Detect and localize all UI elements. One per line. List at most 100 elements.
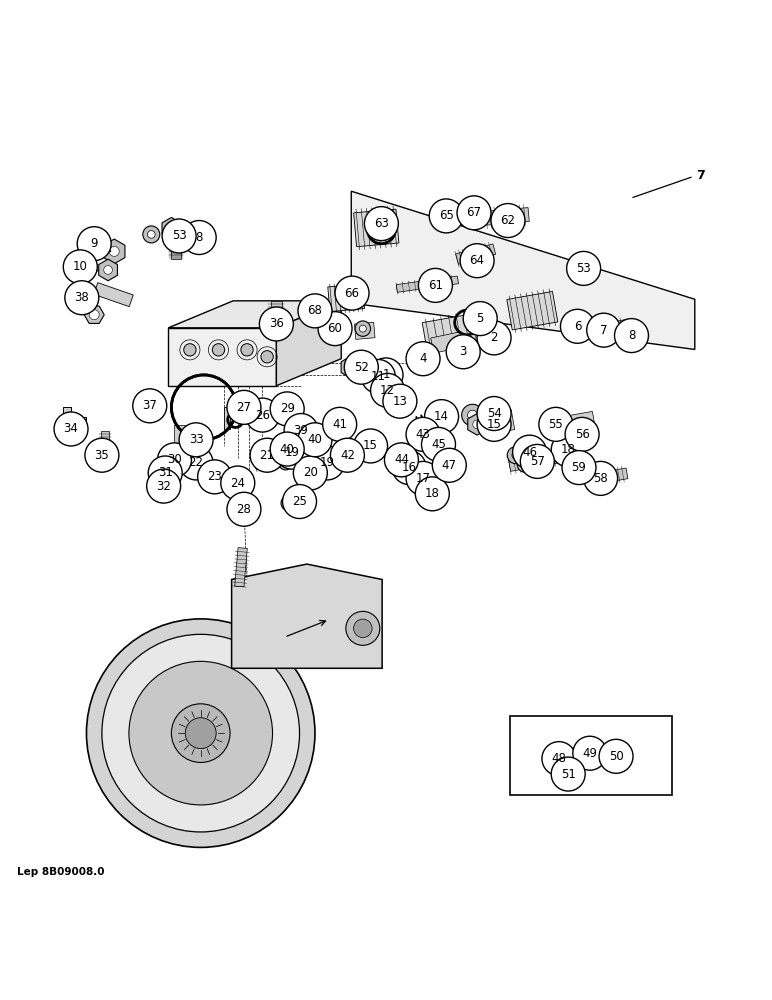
Polygon shape — [341, 356, 360, 378]
Polygon shape — [486, 208, 530, 225]
Text: 26: 26 — [255, 409, 270, 422]
Circle shape — [77, 227, 111, 261]
Circle shape — [331, 422, 339, 430]
Circle shape — [185, 439, 193, 447]
Circle shape — [517, 457, 533, 472]
Circle shape — [303, 305, 318, 320]
Circle shape — [290, 427, 303, 441]
Polygon shape — [232, 405, 241, 417]
Circle shape — [512, 451, 520, 459]
Polygon shape — [584, 468, 628, 486]
Text: 52: 52 — [354, 361, 369, 374]
Circle shape — [360, 325, 366, 332]
Text: 25: 25 — [292, 495, 307, 508]
Circle shape — [404, 465, 411, 473]
Circle shape — [270, 392, 304, 426]
Circle shape — [522, 461, 529, 468]
Polygon shape — [103, 239, 125, 264]
Circle shape — [270, 432, 304, 466]
Circle shape — [384, 443, 418, 477]
Text: 64: 64 — [469, 254, 485, 267]
Circle shape — [422, 427, 455, 461]
Circle shape — [576, 322, 585, 331]
Circle shape — [355, 321, 371, 336]
Circle shape — [143, 226, 160, 243]
Circle shape — [86, 619, 315, 847]
Circle shape — [323, 407, 357, 441]
Circle shape — [103, 266, 113, 274]
Polygon shape — [168, 301, 341, 328]
Text: 12: 12 — [380, 384, 395, 397]
Text: 57: 57 — [530, 455, 545, 468]
Text: 19: 19 — [320, 456, 335, 469]
Circle shape — [406, 417, 440, 451]
Text: 20: 20 — [303, 466, 318, 479]
Circle shape — [460, 244, 494, 278]
Text: 16: 16 — [401, 461, 417, 474]
Circle shape — [90, 310, 99, 320]
Circle shape — [414, 427, 432, 446]
Text: 1: 1 — [382, 368, 390, 381]
Circle shape — [468, 410, 477, 420]
Polygon shape — [328, 284, 364, 312]
Text: 2: 2 — [490, 331, 498, 344]
Polygon shape — [354, 209, 399, 247]
Circle shape — [354, 429, 388, 463]
Circle shape — [419, 433, 427, 441]
Polygon shape — [351, 191, 695, 349]
Circle shape — [63, 250, 97, 284]
Circle shape — [221, 466, 255, 500]
Circle shape — [283, 460, 289, 466]
Text: 30: 30 — [167, 453, 182, 466]
Circle shape — [335, 276, 369, 310]
Text: 6: 6 — [574, 320, 581, 333]
Circle shape — [283, 485, 317, 519]
Circle shape — [551, 757, 585, 791]
Text: 15: 15 — [486, 418, 502, 431]
Text: Lep 8B09008.0: Lep 8B09008.0 — [17, 867, 104, 877]
Text: 8: 8 — [628, 329, 635, 342]
Text: 11: 11 — [371, 370, 386, 383]
Circle shape — [259, 307, 293, 341]
Circle shape — [179, 423, 213, 457]
Circle shape — [550, 421, 558, 429]
Text: 56: 56 — [574, 428, 590, 441]
Text: 34: 34 — [63, 422, 79, 435]
Circle shape — [507, 447, 524, 464]
Polygon shape — [181, 436, 197, 450]
Circle shape — [147, 469, 181, 503]
Circle shape — [148, 456, 182, 490]
Circle shape — [599, 739, 633, 773]
Circle shape — [189, 462, 203, 476]
Circle shape — [366, 376, 372, 382]
Circle shape — [470, 209, 478, 217]
Circle shape — [524, 450, 532, 457]
Circle shape — [244, 407, 262, 426]
Text: 7: 7 — [696, 169, 705, 182]
Polygon shape — [624, 326, 642, 342]
Circle shape — [580, 735, 600, 756]
Circle shape — [437, 207, 455, 225]
Polygon shape — [327, 417, 343, 435]
Polygon shape — [276, 301, 341, 386]
Circle shape — [418, 268, 452, 302]
Text: 43: 43 — [415, 428, 431, 441]
Polygon shape — [455, 244, 496, 264]
Text: 50: 50 — [608, 750, 624, 763]
Polygon shape — [84, 306, 104, 323]
Circle shape — [198, 460, 232, 494]
Circle shape — [171, 237, 181, 246]
Circle shape — [155, 481, 169, 495]
Polygon shape — [101, 431, 109, 461]
Circle shape — [184, 344, 196, 356]
Circle shape — [281, 495, 296, 511]
Circle shape — [573, 736, 607, 770]
Text: 5: 5 — [476, 312, 484, 325]
Circle shape — [542, 742, 576, 776]
Polygon shape — [429, 437, 445, 455]
Polygon shape — [298, 463, 322, 482]
Polygon shape — [520, 444, 536, 463]
Text: 13: 13 — [392, 395, 408, 408]
Polygon shape — [514, 739, 533, 755]
Circle shape — [250, 438, 284, 472]
